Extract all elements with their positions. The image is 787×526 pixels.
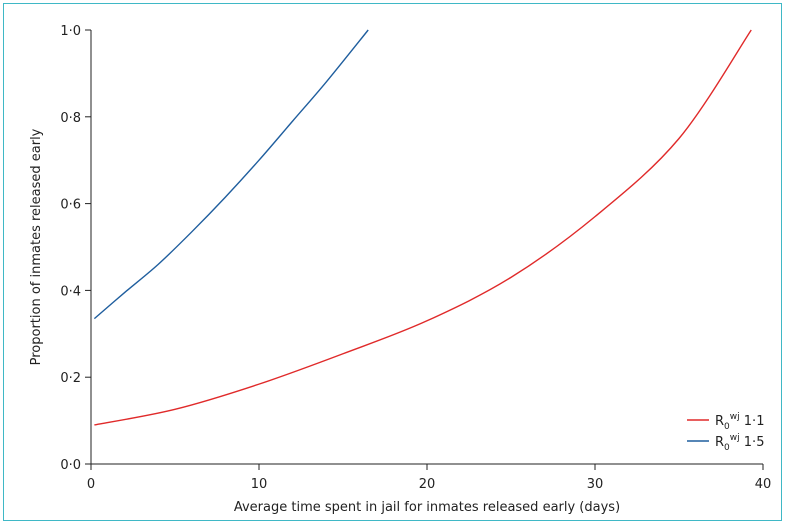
legend-label-1: R0wj 1·5 (715, 433, 764, 453)
x-axis-title: Average time spent in jail for inmates r… (234, 500, 620, 515)
x-tick-label: 0 (87, 477, 95, 492)
x-tick-label: 20 (419, 477, 436, 492)
x-ticks: 0 10 20 30 40 (87, 464, 771, 492)
x-tick-label: 40 (755, 477, 772, 492)
y-tick-label: 1·0 (60, 24, 81, 39)
chart-frame (3, 3, 782, 521)
series-line-1 (93, 29, 369, 320)
y-tick-label: 0·4 (60, 284, 81, 299)
y-tick-label: 0·6 (60, 198, 81, 213)
series-line-0 (94, 29, 752, 426)
x-tick-label: 30 (587, 477, 604, 492)
y-axis-title: Proportion of inmates released early (29, 128, 44, 365)
y-tick-label: 0·8 (60, 111, 81, 126)
series-lines (93, 29, 752, 426)
y-tick-label: 0·0 (60, 458, 81, 473)
y-tick-label: 0·2 (60, 371, 81, 386)
legend-label-0: R0wj 1·1 (715, 412, 764, 432)
axes (90, 30, 763, 465)
y-ticks: 0·0 0·2 0·4 0·6 0·8 1·0 (60, 24, 91, 473)
x-tick-label: 10 (251, 477, 268, 492)
